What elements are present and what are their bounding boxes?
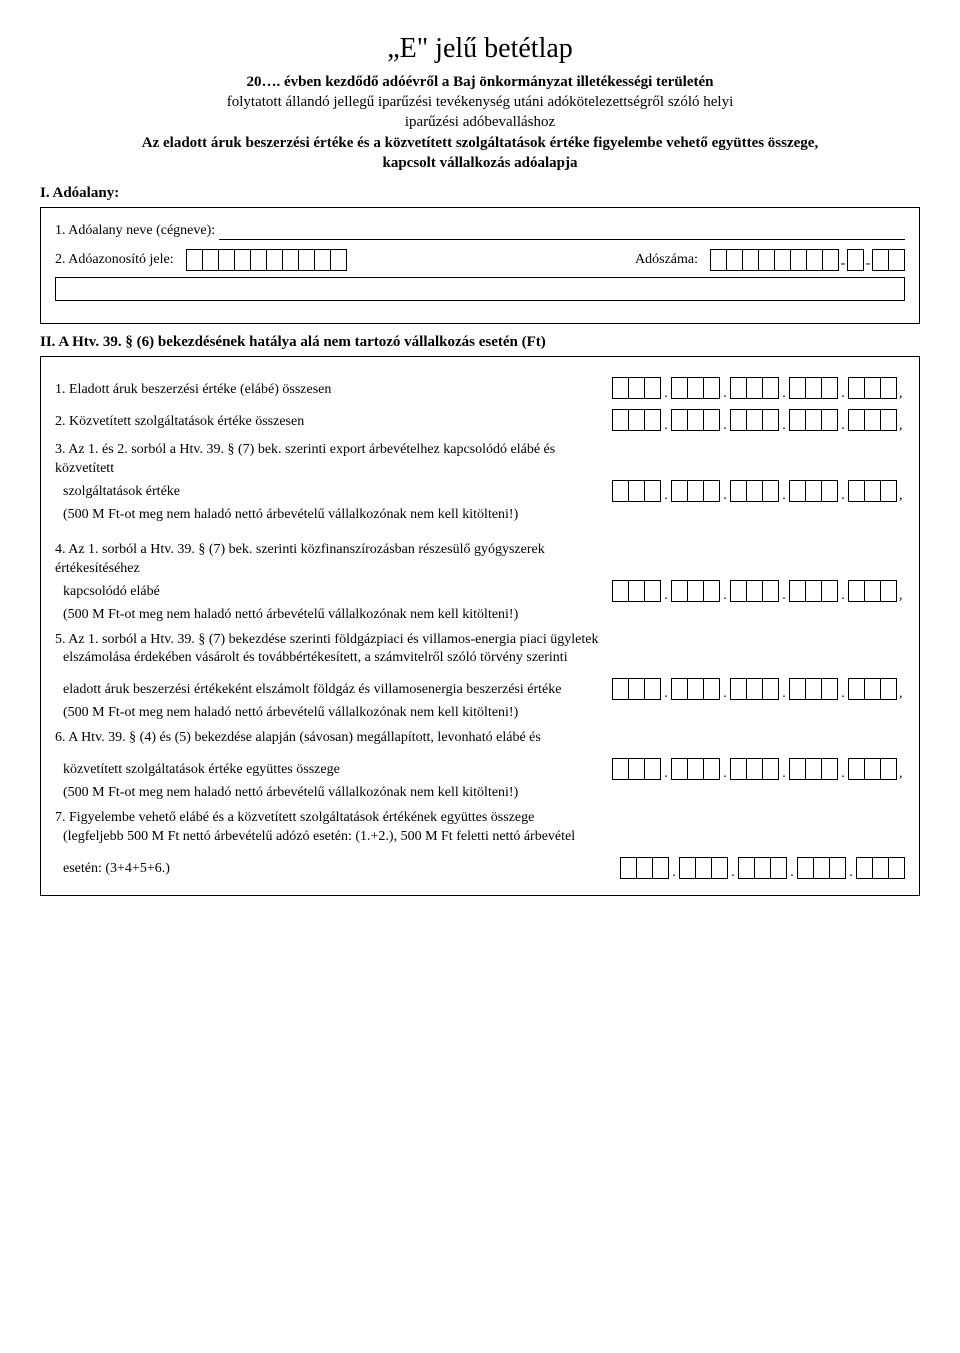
form-title: „E" jelű betétlap	[40, 30, 920, 68]
item-5-amount[interactable]: . . . . ,	[612, 678, 905, 700]
item-3-line-1: 3. Az 1. és 2. sorból a Htv. 39. § (7) b…	[55, 442, 555, 476]
item-6-line-2: közvetített szolgáltatások értéke együtt…	[63, 761, 612, 780]
item-5-line-3: eladott áruk beszerzési értékeként elszá…	[63, 681, 612, 700]
item-3-note: (500 M Ft-ot meg nem haladó nettó árbevé…	[63, 506, 905, 525]
tax-id-row: 2. Adóazonosító jele: Adószáma: - -	[55, 249, 905, 271]
item-5-block: 5. Az 1. sorból a Htv. 39. § (7) bekezdé…	[55, 631, 905, 724]
item-2-row: 2. Közvetített szolgáltatások értéke öss…	[55, 409, 905, 431]
item-4-text: 4. Az 1. sorból a Htv. 39. § (7) bek. sz…	[55, 541, 612, 602]
item-7-line-2: (legfeljebb 500 M Ft nettó árbevételű ad…	[63, 828, 905, 847]
item-5-note: (500 M Ft-ot meg nem haladó nettó árbevé…	[63, 704, 905, 723]
item-2-text: 2. Közvetített szolgáltatások értéke öss…	[55, 413, 612, 432]
item-6-block: 6. A Htv. 39. § (4) és (5) bekezdése ala…	[55, 729, 905, 803]
tax-number-label: Adószáma:	[635, 251, 698, 270]
item-1-amount[interactable]: . . . . ,	[612, 377, 905, 399]
item-5-line-2: elszámolása érdekében vásárolt és tovább…	[63, 649, 905, 668]
item-1-row: 1. Eladott áruk beszerzési értéke (elábé…	[55, 377, 905, 399]
taxpayer-name-input-line[interactable]	[219, 224, 905, 240]
subtitle-line-4: Az eladott áruk beszerzési értéke és a k…	[40, 133, 920, 153]
subtitle-line-5: kapcsolt vállalkozás adóalapja	[40, 153, 920, 173]
item-4-amount[interactable]: . . . . ,	[612, 580, 905, 602]
subtitle-line-3: iparűzési adóbevalláshoz	[40, 112, 920, 132]
item-6-line-1: 6. A Htv. 39. § (4) és (5) bekezdése ala…	[55, 729, 905, 748]
tax-id-boxes[interactable]	[186, 249, 347, 271]
section-2-box: 1. Eladott áruk beszerzési értéke (elábé…	[40, 356, 920, 895]
tax-number-boxes[interactable]: - -	[710, 249, 905, 271]
section-1-blank-box	[55, 277, 905, 301]
item-3-line-2: szolgáltatások értéke	[63, 483, 594, 502]
subtitle-line-2: folytatott állandó jellegű iparűzési tev…	[40, 92, 920, 112]
item-1-text: 1. Eladott áruk beszerzési értéke (elábé…	[55, 381, 612, 400]
item-6-note: (500 M Ft-ot meg nem haladó nettó árbevé…	[63, 784, 905, 803]
item-3-row: 3. Az 1. és 2. sorból a Htv. 39. § (7) b…	[55, 441, 905, 502]
section-1-heading: I. Adóalany:	[40, 183, 920, 203]
item-4-line-2: kapcsolódó elábé	[63, 583, 594, 602]
taxpayer-name-label: 1. Adóalany neve (cégneve):	[55, 222, 215, 241]
item-4-line-1: 4. Az 1. sorból a Htv. 39. § (7) bek. sz…	[55, 542, 545, 576]
section-2-heading: II. A Htv. 39. § (6) bekezdésének hatály…	[40, 332, 920, 352]
section-1-box: 1. Adóalany neve (cégneve): 2. Adóazonos…	[40, 207, 920, 324]
item-7-line-1: 7. Figyelembe vehető elábé és a közvetít…	[55, 809, 905, 828]
item-4-note: (500 M Ft-ot meg nem haladó nettó árbevé…	[63, 606, 905, 625]
tax-id-label: 2. Adóazonosító jele:	[55, 251, 174, 270]
item-3-text: 3. Az 1. és 2. sorból a Htv. 39. § (7) b…	[55, 441, 612, 502]
item-7-amount[interactable]: . . . .	[620, 857, 905, 879]
taxpayer-name-row: 1. Adóalany neve (cégneve):	[55, 222, 905, 241]
item-2-amount[interactable]: . . . . ,	[612, 409, 905, 431]
item-4-row: 4. Az 1. sorból a Htv. 39. § (7) bek. sz…	[55, 541, 905, 602]
item-5-line-1: 5. Az 1. sorból a Htv. 39. § (7) bekezdé…	[55, 631, 905, 650]
item-3-amount[interactable]: . . . . ,	[612, 480, 905, 502]
item-7-block: 7. Figyelembe vehető elábé és a közvetít…	[55, 809, 905, 879]
item-7-line-3: esetén: (3+4+5+6.)	[63, 860, 620, 879]
item-6-amount[interactable]: . . . . ,	[612, 758, 905, 780]
subtitle-line-1: 20…. évben kezdődő adóévről a Baj önkorm…	[40, 72, 920, 92]
form-subtitle: 20…. évben kezdődő adóévről a Baj önkorm…	[40, 72, 920, 173]
